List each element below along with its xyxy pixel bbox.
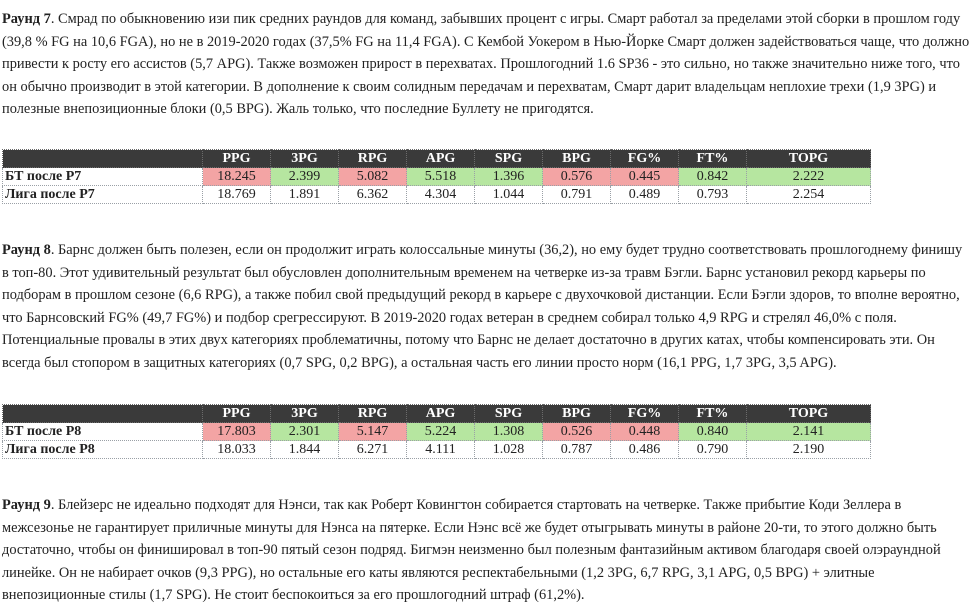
paragraph-label: Раунд 7 — [2, 11, 51, 27]
column-header: BPG — [542, 149, 611, 168]
stat-cell: 0.576 — [542, 167, 611, 186]
stat-cell: 1.891 — [270, 185, 339, 204]
stat-cell: 17.803 — [202, 422, 271, 441]
column-header: PPG — [202, 149, 271, 168]
paragraph-round-7: Раунд 7. Смрад по обыкновению изи пик ср… — [2, 8, 972, 121]
column-header: FG% — [610, 149, 679, 168]
stat-cell: 0.790 — [678, 440, 747, 459]
column-header: APG — [406, 149, 475, 168]
paragraph-label: Раунд 8 — [2, 242, 51, 258]
column-header: FG% — [610, 404, 679, 423]
paragraph-text: . Смрад по обыкновению изи пик средних р… — [2, 11, 970, 117]
stat-cell: 18.245 — [202, 167, 271, 186]
stat-cell: 0.526 — [542, 422, 611, 441]
stat-cell: 6.271 — [338, 440, 407, 459]
table-row: Лига после Р7 18.769 1.891 6.362 4.304 1… — [2, 185, 871, 204]
stat-cell: 0.793 — [678, 185, 747, 204]
stat-cell: 0.840 — [678, 422, 747, 441]
column-header: RPG — [338, 149, 407, 168]
column-header: 3PG — [270, 149, 339, 168]
column-header: BPG — [542, 404, 611, 423]
row-label: БТ после Р7 — [2, 167, 203, 186]
column-header: FT% — [678, 404, 747, 423]
stat-cell: 5.147 — [338, 422, 407, 441]
stat-cell: 1.028 — [474, 440, 543, 459]
column-header: APG — [406, 404, 475, 423]
table-header-row: PPG 3PG RPG APG SPG BPG FG% FT% TOPG — [2, 149, 871, 168]
column-header: RPG — [338, 404, 407, 423]
table-row: Лига после Р8 18.033 1.844 6.271 4.111 1… — [2, 440, 871, 459]
stats-table-round-7: PPG 3PG RPG APG SPG BPG FG% FT% TOPG БТ … — [2, 149, 871, 204]
column-header: TOPG — [746, 149, 871, 168]
stat-cell: 2.222 — [746, 167, 871, 186]
stat-cell: 18.769 — [202, 185, 271, 204]
row-label: Лига после Р8 — [2, 440, 203, 459]
stat-cell: 18.033 — [202, 440, 271, 459]
stat-cell: 1.396 — [474, 167, 543, 186]
column-header: TOPG — [746, 404, 871, 423]
stat-cell: 0.486 — [610, 440, 679, 459]
paragraph-text: . Барнс должен быть полезен, если он про… — [2, 242, 963, 371]
stat-cell: 5.224 — [406, 422, 475, 441]
stat-cell: 0.448 — [610, 422, 679, 441]
stat-cell: 5.518 — [406, 167, 475, 186]
stat-cell: 1.044 — [474, 185, 543, 204]
column-header: FT% — [678, 149, 747, 168]
stats-table-round-8: PPG 3PG RPG APG SPG BPG FG% FT% TOPG БТ … — [2, 404, 871, 459]
stat-cell: 1.844 — [270, 440, 339, 459]
stat-cell: 4.111 — [406, 440, 475, 459]
paragraph-label: Раунд 9 — [2, 497, 51, 513]
column-header: 3PG — [270, 404, 339, 423]
stat-cell: 0.787 — [542, 440, 611, 459]
stat-cell: 2.399 — [270, 167, 339, 186]
paragraph-round-8: Раунд 8. Барнс должен быть полезен, если… — [2, 239, 972, 374]
stat-cell: 2.190 — [746, 440, 871, 459]
stat-cell: 0.445 — [610, 167, 679, 186]
stat-cell: 0.489 — [610, 185, 679, 204]
stat-cell: 2.254 — [746, 185, 871, 204]
stat-cell: 0.791 — [542, 185, 611, 204]
row-label: БТ после Р8 — [2, 422, 203, 441]
table-row: БТ после Р8 17.803 2.301 5.147 5.224 1.3… — [2, 422, 871, 441]
stat-cell: 5.082 — [338, 167, 407, 186]
row-label: Лига после Р7 — [2, 185, 203, 204]
paragraph-round-9: Раунд 9. Блейзерс не идеально подходят д… — [2, 494, 972, 607]
stat-cell: 2.141 — [746, 422, 871, 441]
column-header: SPG — [474, 149, 543, 168]
header-corner — [2, 149, 203, 168]
stat-cell: 4.304 — [406, 185, 475, 204]
column-header: SPG — [474, 404, 543, 423]
table-row: БТ после Р7 18.245 2.399 5.082 5.518 1.3… — [2, 167, 871, 186]
stat-cell: 6.362 — [338, 185, 407, 204]
stat-cell: 2.301 — [270, 422, 339, 441]
stat-cell: 1.308 — [474, 422, 543, 441]
table-header-row: PPG 3PG RPG APG SPG BPG FG% FT% TOPG — [2, 404, 871, 423]
stat-cell: 0.842 — [678, 167, 747, 186]
paragraph-text: . Блейзерс не идеально подходят для Нэнс… — [2, 497, 941, 603]
column-header: PPG — [202, 404, 271, 423]
header-corner — [2, 404, 203, 423]
